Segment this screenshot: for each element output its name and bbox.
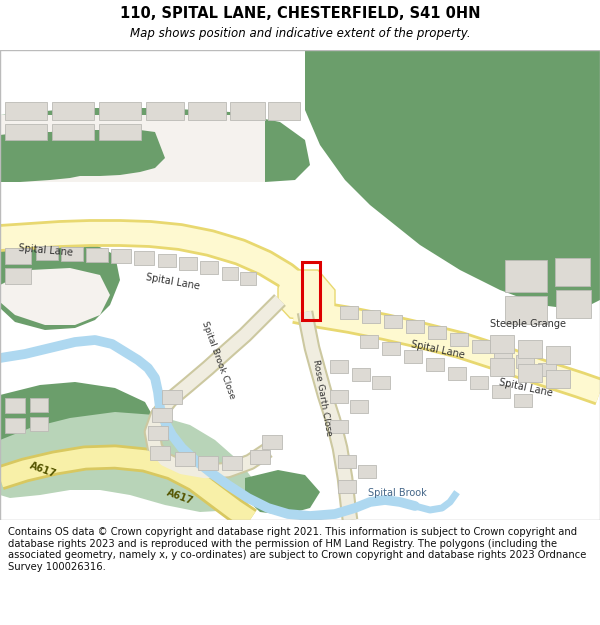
Text: A617: A617	[165, 488, 194, 506]
Bar	[99, 124, 141, 140]
Bar	[61, 247, 83, 261]
Bar	[490, 335, 514, 353]
Bar	[382, 342, 400, 355]
Bar	[148, 426, 168, 440]
Bar	[505, 296, 547, 324]
Bar	[146, 102, 184, 120]
Text: Spital Lane: Spital Lane	[145, 272, 200, 292]
Polygon shape	[0, 438, 245, 508]
Bar	[200, 261, 218, 274]
Bar	[302, 262, 320, 320]
Polygon shape	[305, 50, 600, 310]
Polygon shape	[0, 268, 110, 325]
Bar	[546, 370, 570, 388]
Polygon shape	[0, 382, 155, 478]
Bar	[555, 258, 590, 286]
Text: 110, SPITAL LANE, CHESTERFIELD, S41 0HN: 110, SPITAL LANE, CHESTERFIELD, S41 0HN	[120, 6, 480, 21]
Polygon shape	[0, 108, 310, 182]
Bar	[188, 102, 226, 120]
Bar	[448, 367, 466, 380]
Bar	[470, 376, 488, 389]
Text: Spital Lane: Spital Lane	[18, 242, 73, 258]
Bar	[175, 452, 195, 466]
Bar	[330, 420, 348, 433]
Bar	[518, 364, 542, 382]
Bar	[546, 346, 570, 364]
Bar	[111, 249, 131, 263]
Bar	[360, 335, 378, 348]
Bar	[30, 417, 48, 431]
Bar	[472, 340, 490, 353]
Bar	[330, 390, 348, 403]
Bar	[52, 102, 94, 120]
Polygon shape	[278, 270, 335, 320]
Bar	[404, 350, 422, 363]
Bar	[428, 326, 446, 339]
Bar	[450, 333, 468, 346]
Text: Spital Brook: Spital Brook	[368, 488, 427, 498]
Bar	[358, 465, 376, 478]
Bar	[86, 248, 108, 262]
Text: A617: A617	[28, 461, 58, 479]
Bar	[338, 455, 356, 468]
Bar	[36, 246, 58, 260]
Bar	[538, 363, 556, 376]
Polygon shape	[0, 238, 120, 330]
Bar	[384, 315, 402, 328]
Bar	[518, 340, 542, 358]
Text: Rose Garth Close: Rose Garth Close	[311, 359, 333, 437]
Polygon shape	[0, 412, 255, 512]
Text: Steeple Grange: Steeple Grange	[490, 319, 566, 329]
Bar	[362, 310, 380, 323]
Text: Spital Brook Close: Spital Brook Close	[200, 320, 236, 400]
Bar	[490, 358, 514, 376]
Bar	[340, 306, 358, 319]
Bar	[152, 408, 172, 422]
Bar	[426, 358, 444, 371]
Bar	[5, 268, 31, 284]
Bar	[150, 446, 170, 460]
Bar	[5, 124, 47, 140]
Bar	[262, 435, 282, 449]
Bar	[158, 254, 176, 267]
Bar	[350, 400, 368, 413]
Bar	[338, 480, 356, 493]
Bar	[222, 267, 238, 280]
Bar	[5, 248, 31, 264]
Text: Spital Lane: Spital Lane	[410, 339, 466, 361]
Bar	[268, 102, 300, 120]
Bar	[352, 368, 370, 381]
Bar	[516, 355, 534, 368]
Bar	[250, 450, 270, 464]
Bar	[230, 102, 265, 120]
Text: Spital Lane: Spital Lane	[498, 378, 554, 399]
Bar	[372, 376, 390, 389]
Bar	[330, 360, 348, 373]
Bar	[240, 272, 256, 285]
Bar	[505, 260, 547, 292]
Text: Map shows position and indicative extent of the property.: Map shows position and indicative extent…	[130, 28, 470, 41]
Bar	[5, 418, 25, 433]
Bar	[556, 290, 591, 318]
Bar	[494, 348, 512, 361]
Polygon shape	[0, 130, 165, 182]
Bar	[406, 320, 424, 333]
Bar	[162, 390, 182, 404]
Bar	[5, 102, 47, 120]
Bar	[492, 385, 510, 398]
Polygon shape	[0, 115, 265, 182]
Bar	[5, 398, 25, 413]
Bar	[179, 257, 197, 270]
Bar	[30, 398, 48, 412]
Bar	[99, 102, 141, 120]
Bar	[222, 456, 242, 470]
Bar	[514, 394, 532, 407]
Bar	[198, 456, 218, 470]
Bar	[52, 124, 94, 140]
Text: Contains OS data © Crown copyright and database right 2021. This information is : Contains OS data © Crown copyright and d…	[8, 527, 586, 572]
Bar	[134, 251, 154, 265]
Polygon shape	[245, 470, 320, 515]
